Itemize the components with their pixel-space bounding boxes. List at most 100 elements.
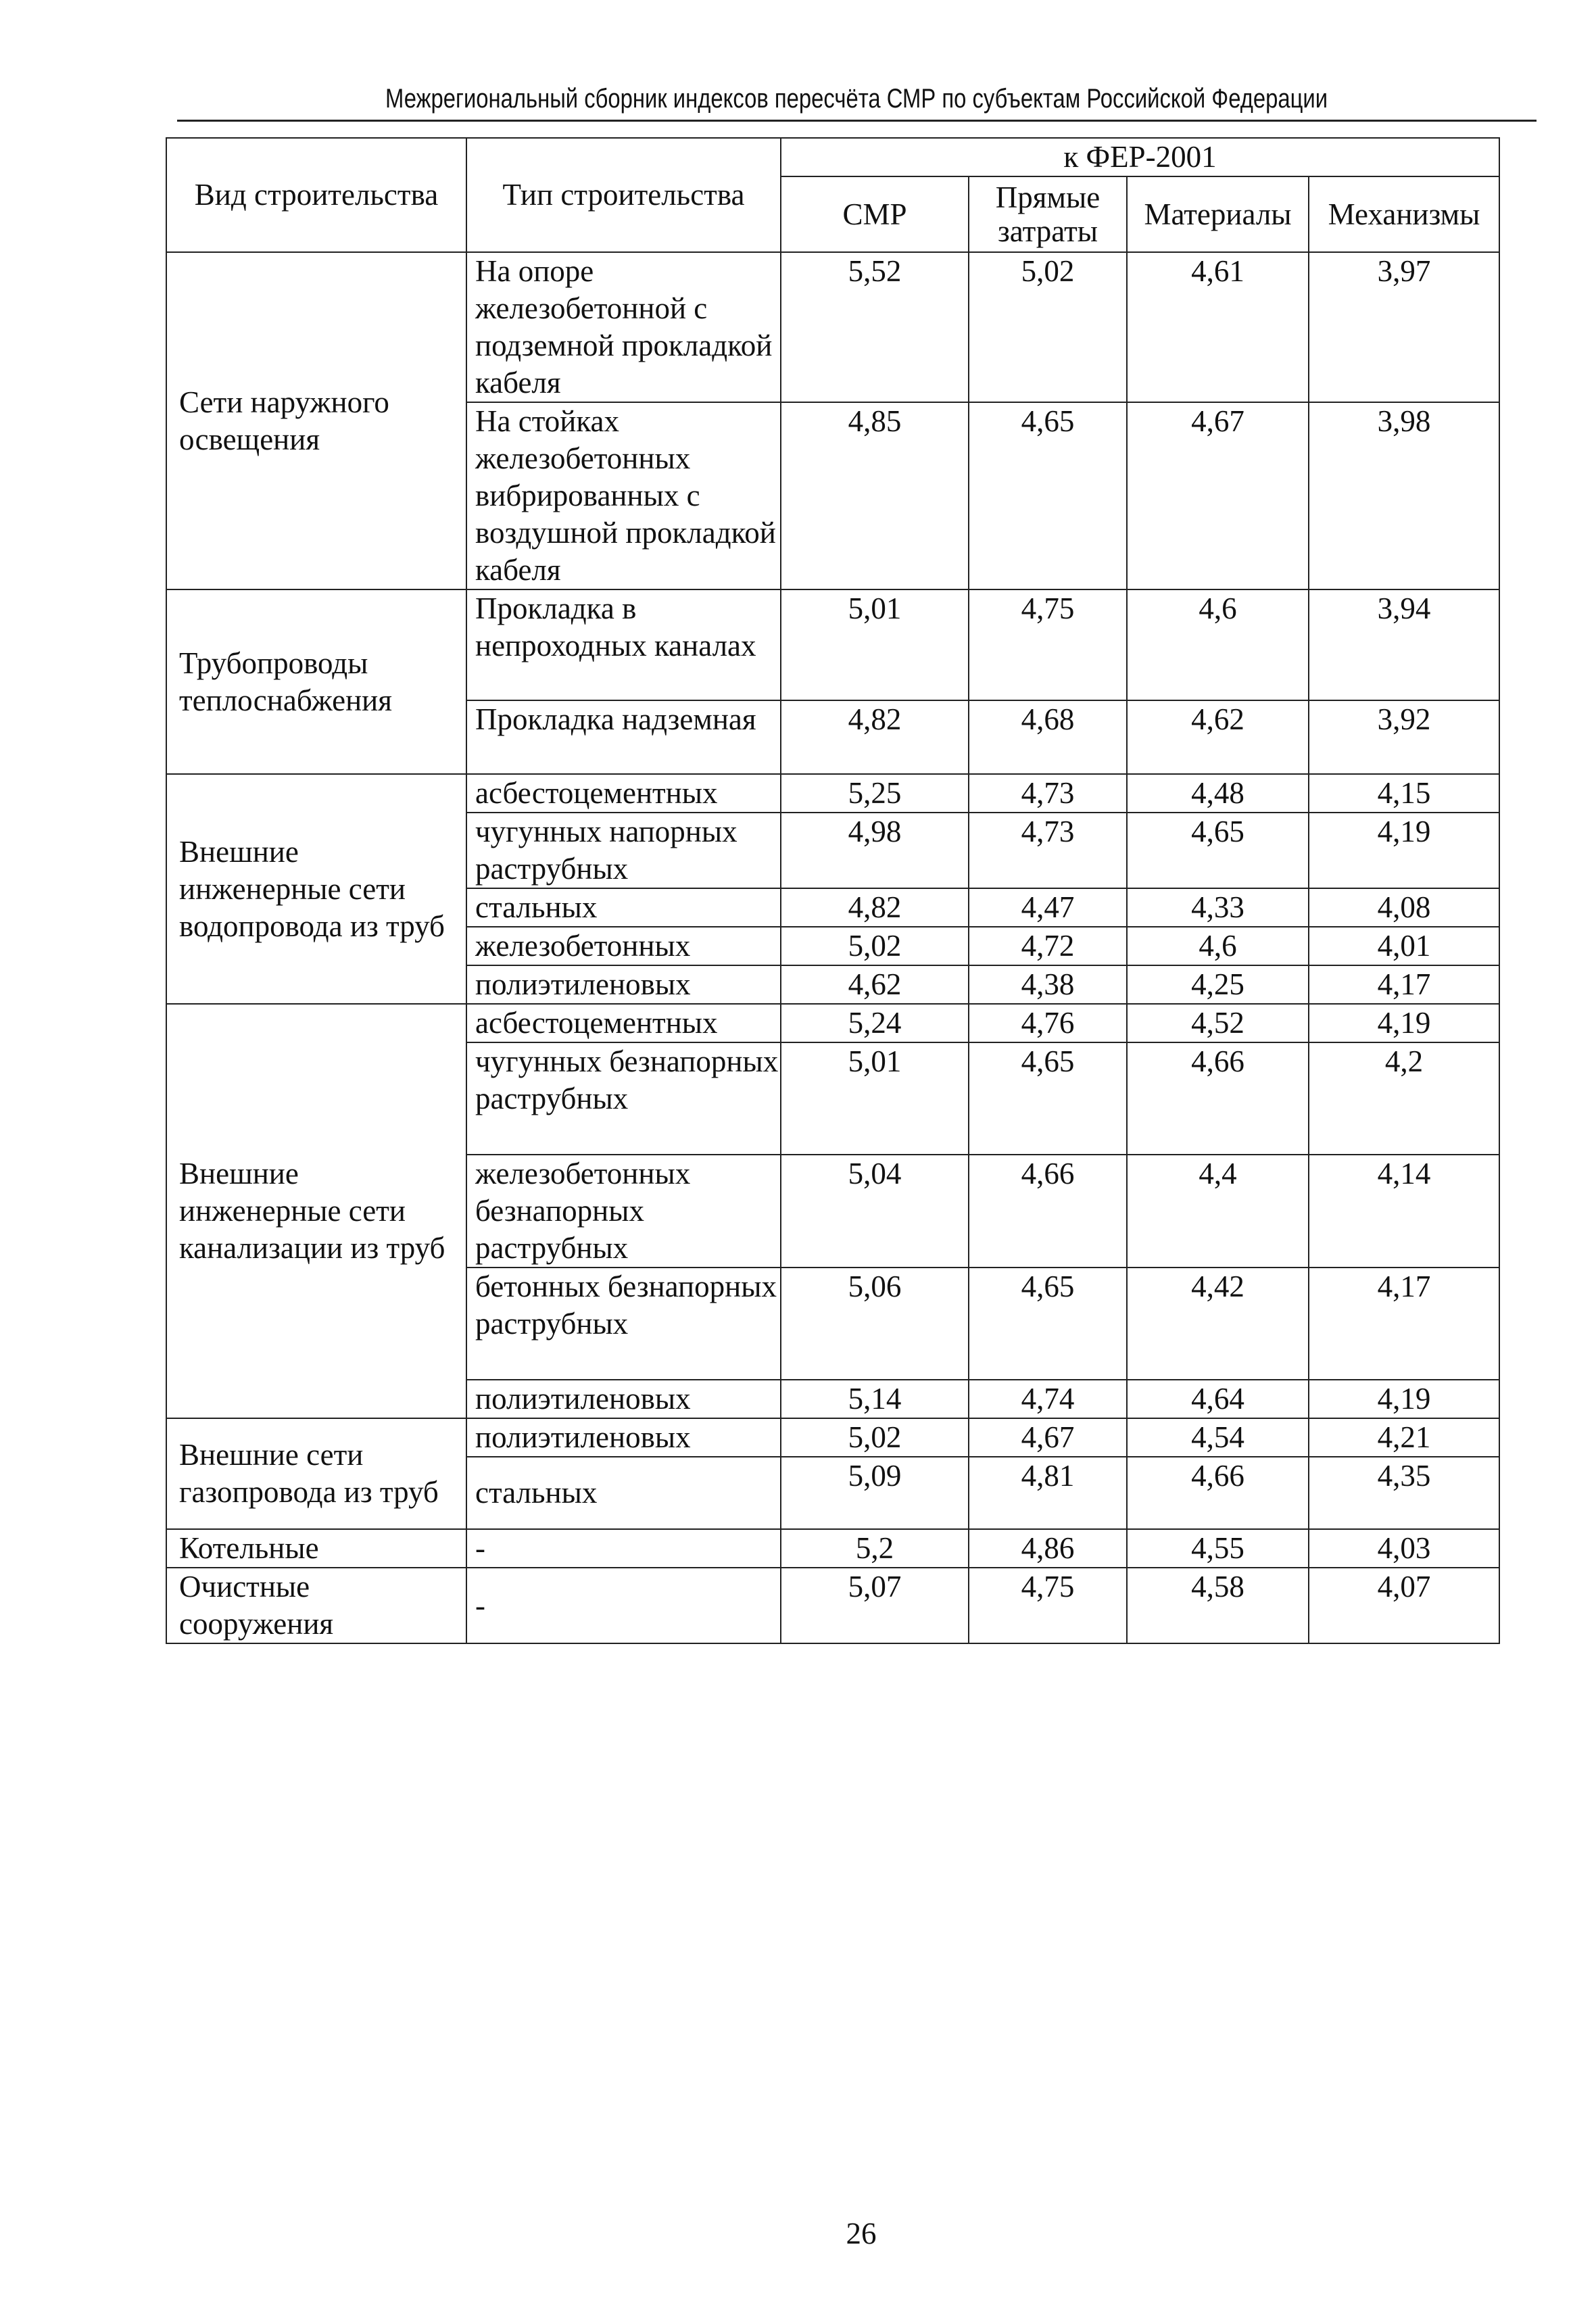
value-cell: 4,66	[1126, 1042, 1309, 1155]
header-rule	[177, 120, 1537, 122]
construction-type-cell: полиэтиленовых	[466, 1418, 781, 1457]
value-cell: 4,19	[1308, 1003, 1500, 1043]
construction-type-cell: чугунных безнапорных раструбных	[466, 1042, 781, 1155]
construction-kind-cell: Трубопроводы теплоснабжения	[166, 589, 467, 775]
value-cell: 4,15	[1308, 773, 1500, 813]
construction-type-cell: полиэтиленовых	[466, 965, 781, 1005]
value-cell: 4,82	[780, 700, 969, 775]
value-cell: 4,85	[780, 402, 969, 590]
value-cell: 4,65	[1126, 812, 1309, 889]
value-cell: 4,08	[1308, 888, 1500, 927]
value-cell: 4,82	[780, 888, 969, 927]
value-cell: 4,65	[968, 1267, 1128, 1380]
table-row: железобетонных 5,02 4,72 4,6 4,01	[166, 926, 1500, 966]
value-cell: 4,03	[1308, 1528, 1500, 1568]
table-body: Сети наружного освещения На опоре железоб…	[166, 251, 1500, 1644]
value-cell: 4,01	[1308, 926, 1500, 966]
table-row: Котельные -5,2 4,86 4,55 4,03	[166, 1528, 1500, 1568]
value-cell: 4,68	[968, 700, 1128, 775]
index-table: Вид строительства Тип строительства к ФЕ…	[166, 137, 1500, 1644]
value-cell: 4,65	[968, 1042, 1128, 1155]
construction-kind-cell: Сети наружного освещения	[166, 251, 467, 590]
value-cell: 4,48	[1126, 773, 1309, 813]
construction-kind-cell: Очистные сооружения	[166, 1567, 467, 1644]
value-cell: 4,76	[968, 1003, 1128, 1043]
table-row: железобетонных безнапорных раструбных 5,0…	[166, 1154, 1500, 1268]
value-cell: 4,21	[1308, 1418, 1500, 1457]
table-row: стальных 4,82 4,47 4,33 4,08	[166, 888, 1500, 927]
value-cell: 4,6	[1126, 926, 1309, 966]
running-header: Межрегиональный сборник индексов пересчё…	[385, 84, 1328, 114]
construction-type-cell: железобетонных	[466, 926, 781, 966]
value-cell: 5,04	[780, 1154, 969, 1268]
value-cell: 4,17	[1308, 965, 1500, 1005]
value-cell: 5,14	[780, 1379, 969, 1419]
table-row: Очистные сооружения -5,07 4,75 4,58 4,07	[166, 1567, 1500, 1644]
value-cell: 5,01	[780, 1042, 969, 1155]
table-row: стальных 5,09 4,81 4,66 4,35	[166, 1456, 1500, 1530]
construction-kind-cell: Внешние инженерные сети водопровода из т…	[166, 773, 467, 1005]
value-cell: 4,47	[968, 888, 1128, 927]
construction-kind-cell: Внешние сети газопровода из труб	[166, 1418, 467, 1530]
header-machinery: Механизмы	[1308, 176, 1500, 253]
table-row: полиэтиленовых 5,14 4,74 4,64 4,19	[166, 1379, 1500, 1419]
value-cell: 3,97	[1308, 251, 1500, 403]
value-cell: 4,98	[780, 812, 969, 889]
value-cell: 5,06	[780, 1267, 969, 1380]
construction-type-cell: стальных	[466, 1456, 781, 1530]
construction-type-cell: стальных	[466, 888, 781, 927]
value-cell: 4,42	[1126, 1267, 1309, 1380]
table-row: Внешние сети газопровода из труб полиэтил…	[166, 1418, 1500, 1530]
value-cell: 5,02	[780, 1418, 969, 1457]
value-cell: 5,25	[780, 773, 969, 813]
value-cell: 4,73	[968, 812, 1128, 889]
value-cell: 4,67	[968, 1418, 1128, 1457]
value-cell: 5,09	[780, 1456, 969, 1530]
construction-type-cell: полиэтиленовых	[466, 1379, 781, 1419]
value-cell: 4,54	[1126, 1418, 1309, 1457]
value-cell: 4,62	[780, 965, 969, 1005]
header-smr: СМР	[780, 176, 969, 253]
table-row: бетонных безнапорных раструбных 5,06 4,65 4…	[166, 1267, 1500, 1380]
value-cell: 4,38	[968, 965, 1128, 1005]
value-cell: 4,74	[968, 1379, 1128, 1419]
value-cell: 4,14	[1308, 1154, 1500, 1268]
value-cell: 3,94	[1308, 589, 1500, 701]
value-cell: 4,07	[1308, 1567, 1500, 1644]
value-cell: 4,19	[1308, 1379, 1500, 1419]
page-number: 26	[846, 2217, 877, 2250]
value-cell: 3,92	[1308, 700, 1500, 775]
construction-type-cell: На опоре железобетонной с подземной прок…	[466, 251, 781, 403]
construction-kind-cell: Котельные	[166, 1528, 467, 1568]
value-cell: 5,2	[780, 1528, 969, 1568]
value-cell: 4,33	[1126, 888, 1309, 927]
construction-type-cell: железобетонных безнапорных раструбных	[466, 1154, 781, 1268]
construction-type-cell: асбестоцементных	[466, 773, 781, 813]
value-cell: 5,07	[780, 1567, 969, 1644]
value-cell: 5,02	[780, 926, 969, 966]
table-row: Трубопроводы теплоснабжения Прокладка в н…	[166, 589, 1500, 775]
value-cell: 4,75	[968, 1567, 1128, 1644]
value-cell: 4,17	[1308, 1267, 1500, 1380]
construction-type-cell: Прокладка в непроходных каналах	[466, 589, 781, 701]
table-row: Сети наружного освещения На опоре железоб…	[166, 251, 1500, 590]
value-cell: 4,64	[1126, 1379, 1309, 1419]
value-cell: 4,67	[1126, 402, 1309, 590]
value-cell: 4,66	[1126, 1456, 1309, 1530]
value-cell: 5,52	[780, 251, 969, 403]
value-cell: 4,19	[1308, 812, 1500, 889]
construction-type-cell: -	[466, 1567, 781, 1644]
header-construction-type: Тип строительства	[466, 137, 781, 253]
construction-kind-cell: Внешние инженерные сети канализации из т…	[166, 1003, 467, 1419]
table-row: чугунных напорных раструбных 4,98 4,73 4,65…	[166, 812, 1500, 889]
table-row: Внешние инженерные сети водопровода из т…	[166, 773, 1500, 1005]
construction-type-cell: бетонных безнапорных раструбных	[466, 1267, 781, 1380]
value-cell: 4,52	[1126, 1003, 1309, 1043]
value-cell: 3,98	[1308, 402, 1500, 590]
construction-type-cell: чугунных напорных раструбных	[466, 812, 781, 889]
value-cell: 4,72	[968, 926, 1128, 966]
value-cell: 4,75	[968, 589, 1128, 701]
value-cell: 4,58	[1126, 1567, 1309, 1644]
value-cell: 4,73	[968, 773, 1128, 813]
value-cell: 4,4	[1126, 1154, 1309, 1268]
